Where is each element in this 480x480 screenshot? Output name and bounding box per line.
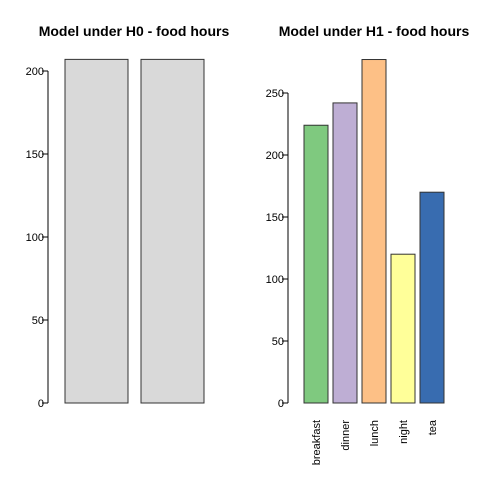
chart-h0-y-tick-label: 100 — [26, 232, 44, 244]
chart-h1-bar — [332, 102, 358, 404]
chart-h1-title: Model under H1 - food hours — [279, 23, 470, 39]
chart-h1-x-tick-label: breakfast — [311, 420, 323, 465]
chart-h0-bar — [140, 58, 205, 404]
chart-h1-y-tick-label: 200 — [266, 150, 284, 162]
chart-h1-y-ticks: 0 50 100 150 200 250 — [266, 88, 288, 410]
chart-h1-x-tick-label: dinner — [340, 420, 352, 451]
chart-h1-bar — [419, 191, 445, 404]
chart-h0-y-tick-label: 0 — [38, 398, 44, 410]
chart-h1-y-tick-label: 0 — [278, 398, 284, 410]
chart-h0-y-tick-label: 50 — [32, 315, 44, 327]
chart-h0-y-tick-label: 150 — [26, 149, 44, 161]
chart-h0-bars — [64, 58, 205, 404]
chart-h1-bar — [361, 59, 387, 404]
chart-h1-y-tick-label: 250 — [266, 88, 284, 100]
chart-h1-x-tick-label: night — [398, 420, 410, 444]
chart-h1-x-tick-label: lunch — [369, 420, 381, 446]
chart-h1-y-tick-label: 50 — [272, 336, 284, 348]
chart-h1-bar — [303, 124, 329, 404]
chart-h0: Model under H0 - food hours 0 50 100 150 200 — [26, 23, 230, 410]
chart-h1-y-tick-label: 150 — [266, 212, 284, 224]
chart-h0-bar — [64, 58, 129, 404]
chart-h0-y-ticks: 0 50 100 150 200 — [26, 66, 48, 410]
chart-h1-x-labels: breakfast dinner lunch night tea — [311, 419, 439, 465]
chart-h1-y-tick-label: 100 — [266, 274, 284, 286]
chart-h0-title: Model under H0 - food hours — [39, 23, 230, 39]
chart-h1: Model under H1 - food hours 0 50 100 150 200… — [266, 23, 470, 465]
chart-h1-bar — [390, 253, 416, 404]
chart-h0-y-tick-label: 200 — [26, 66, 44, 78]
chart-h1-bars — [303, 59, 445, 404]
chart-h1-x-tick-label: tea — [427, 419, 439, 435]
